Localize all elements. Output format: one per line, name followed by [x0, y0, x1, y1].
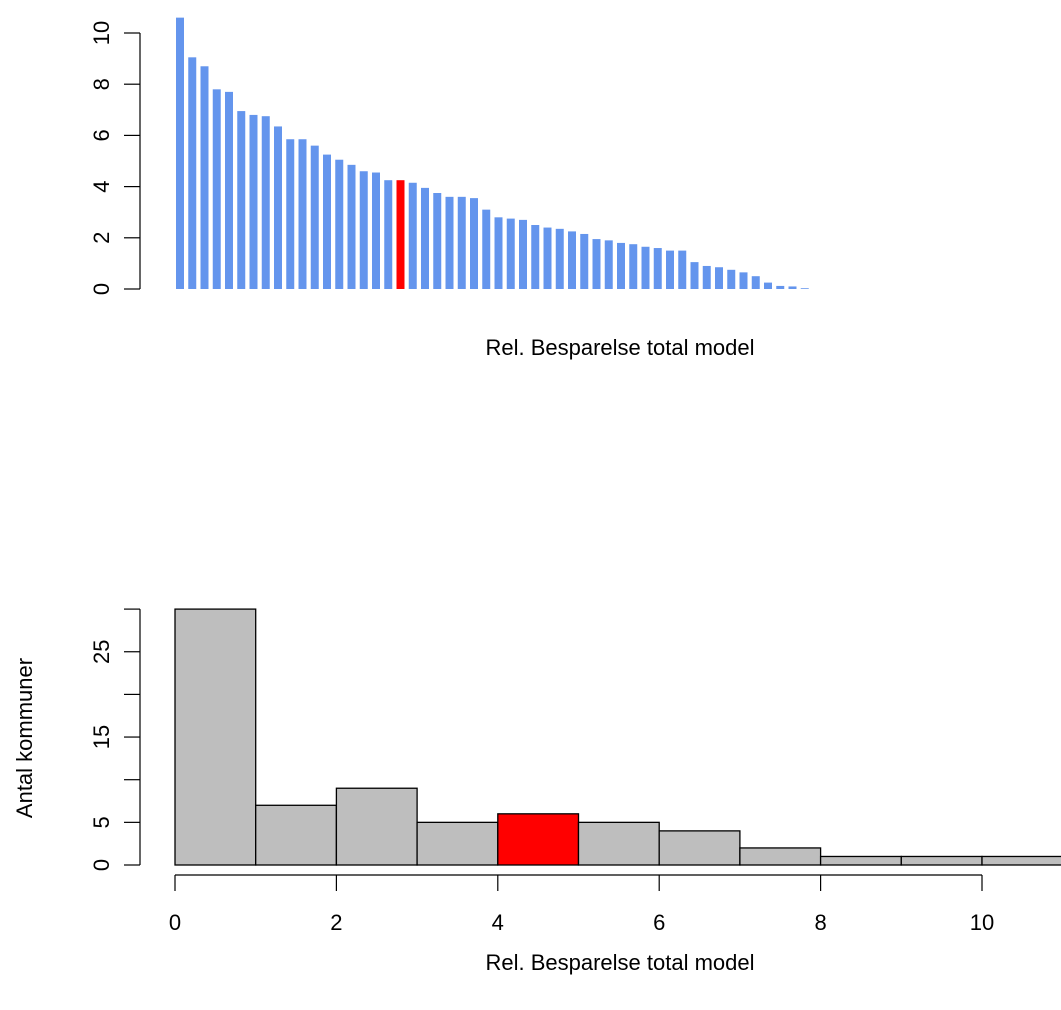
bar: [335, 159, 344, 289]
bar: [359, 171, 368, 289]
bar: [617, 242, 625, 289]
bar: [506, 218, 515, 289]
histogram-x-tick-label: 4: [492, 910, 504, 935]
bar: [188, 57, 197, 289]
bar: [433, 193, 442, 289]
bar: [225, 91, 233, 289]
bar: [568, 231, 576, 289]
bar: [702, 265, 711, 289]
histogram-x-tick-label: 0: [169, 910, 181, 935]
bar: [298, 139, 307, 289]
bar: [445, 196, 454, 289]
histogram-y-axis: 0 5 15 25: [89, 608, 141, 871]
histogram-x-tick-label: 8: [814, 910, 826, 935]
histogram-bin: [658, 830, 741, 866]
histogram-bin-highlighted: [497, 813, 580, 866]
bar: [727, 269, 736, 289]
bar: [715, 267, 723, 289]
bar: [212, 89, 221, 289]
histogram-y-tick-label: 25: [89, 640, 114, 664]
histogram-bin: [416, 821, 499, 866]
bar: [237, 111, 246, 289]
bar: [580, 233, 589, 289]
bar: [764, 282, 772, 289]
top-y-tick-label: 6: [89, 129, 114, 141]
histogram-bin: [819, 855, 902, 866]
bar: [604, 240, 613, 289]
bar: [470, 198, 478, 289]
bar-highlighted: [396, 180, 405, 289]
histogram-x-axis: 0 2 4 6 8 10: [169, 874, 994, 935]
histogram-y-tick-label: 15: [89, 725, 114, 749]
bar: [421, 187, 429, 289]
histogram-x-tick-label: 6: [653, 910, 665, 935]
bar: [531, 225, 540, 289]
bar: [678, 250, 687, 289]
histogram-x-tick-label: 10: [970, 910, 994, 935]
bar: [494, 217, 503, 289]
bar: [739, 272, 748, 289]
top-y-tick-label: 2: [89, 232, 114, 244]
histogram-x-tick-label: 2: [330, 910, 342, 935]
top-y-tick-label: 4: [89, 180, 114, 192]
top-y-tick-label: 8: [89, 78, 114, 90]
top-bar-series: [176, 17, 809, 289]
bar: [249, 114, 258, 289]
top-bar-chart: 0 2 4 6 8 10 Rel. Besparelse total model: [89, 17, 809, 360]
histogram-bin: [577, 821, 660, 866]
histogram-y-tick-label: 5: [89, 816, 114, 828]
top-y-axis: 0 2 4 6 8 10: [89, 21, 141, 295]
top-y-tick-label: 0: [89, 283, 114, 295]
bar: [457, 196, 466, 289]
bar: [261, 116, 270, 289]
histogram-bin: [174, 608, 257, 866]
top-y-tick-label: 10: [89, 21, 114, 45]
bar: [274, 126, 282, 289]
histogram-bin: [255, 804, 338, 866]
bar: [653, 248, 662, 289]
histogram-bins: [174, 608, 1061, 866]
histogram-bin: [900, 855, 983, 866]
bar: [384, 180, 393, 289]
bottom-histogram: 0 5 15 25 0 2 4 6 8 10 Antal kommuner Rel. Bespa…: [12, 608, 1061, 975]
bar: [641, 246, 650, 289]
bar: [372, 172, 380, 289]
bar: [286, 139, 295, 289]
bar: [555, 228, 564, 289]
top-x-axis-label: Rel. Besparelse total model: [485, 335, 754, 360]
bar: [408, 182, 417, 289]
histogram-bin: [739, 847, 822, 866]
bar: [629, 244, 638, 289]
bar: [788, 286, 797, 289]
bar: [666, 250, 674, 289]
bar: [482, 209, 491, 289]
bar: [776, 285, 785, 289]
bar: [323, 154, 331, 289]
bar: [347, 164, 356, 289]
bar: [200, 66, 209, 289]
histogram-y-tick-label: 0: [89, 859, 114, 871]
bar: [800, 288, 809, 289]
bar: [310, 145, 319, 289]
bar: [690, 262, 699, 289]
bar: [751, 276, 760, 289]
histogram-x-axis-label: Rel. Besparelse total model: [485, 950, 754, 975]
bar: [543, 227, 552, 289]
bar: [592, 239, 601, 289]
bar: [176, 17, 184, 289]
bar: [519, 219, 527, 289]
histogram-bin: [981, 855, 1061, 866]
histogram-bin: [335, 787, 418, 866]
histogram-y-axis-label: Antal kommuner: [12, 658, 37, 818]
